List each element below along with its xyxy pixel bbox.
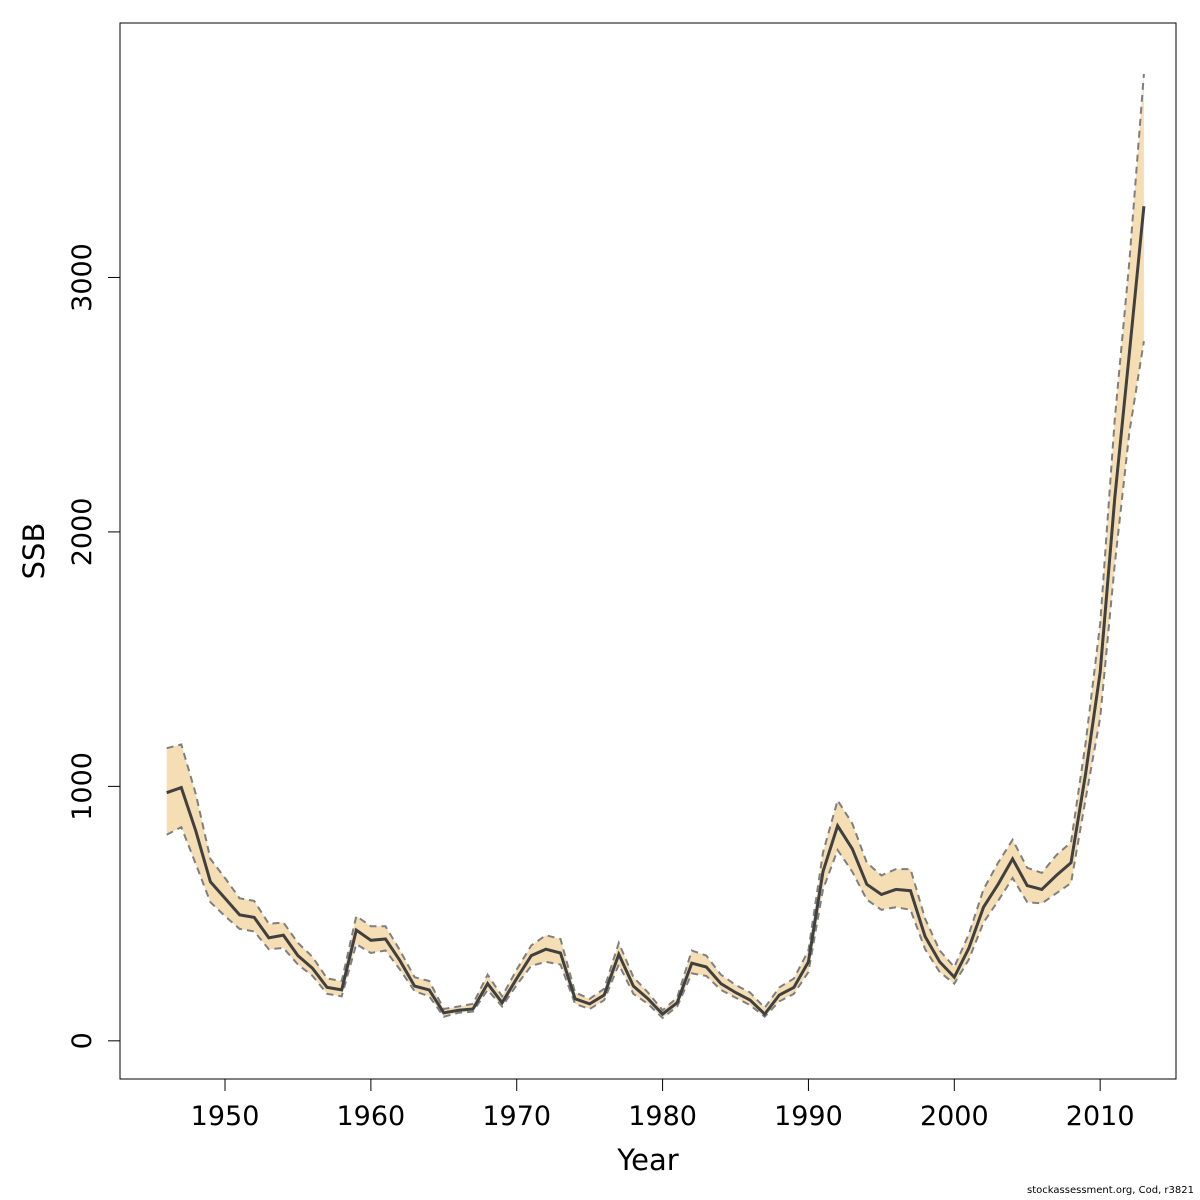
x-axis: 1950 1960 1970 1980 1990 2000 2010 xyxy=(191,1078,1135,1132)
lower-bound-line xyxy=(166,340,1145,1020)
y-tick-label: 2000 xyxy=(67,498,98,567)
y-axis: 0 1000 2000 3000 xyxy=(67,243,121,1049)
x-tick-label: 2010 xyxy=(1066,1101,1135,1132)
series-line-layer xyxy=(166,73,1146,1020)
confidence-band xyxy=(166,73,1144,1018)
y-tick-label: 3000 xyxy=(67,243,98,312)
x-tick-label: 1970 xyxy=(482,1101,551,1132)
ssb-estimate-line xyxy=(166,206,1146,1017)
plot-frame xyxy=(119,22,1177,1080)
upper-bound-line xyxy=(166,73,1145,1012)
confidence-band-layer xyxy=(166,73,1144,1018)
x-tick-label: 1980 xyxy=(628,1101,697,1132)
x-tick-label: 1960 xyxy=(337,1101,406,1132)
x-axis-label: Year xyxy=(616,1143,678,1177)
x-tick-label: 1950 xyxy=(191,1101,260,1132)
x-tick-label: 1990 xyxy=(774,1101,843,1132)
y-tick-label: 1000 xyxy=(67,752,98,821)
x-tick-label: 2000 xyxy=(920,1101,989,1132)
y-tick-label: 0 xyxy=(67,1032,98,1049)
y-axis-label: SSB xyxy=(17,523,51,580)
credit-note: stockassessment.org, Cod, r3821 xyxy=(1027,1185,1194,1196)
